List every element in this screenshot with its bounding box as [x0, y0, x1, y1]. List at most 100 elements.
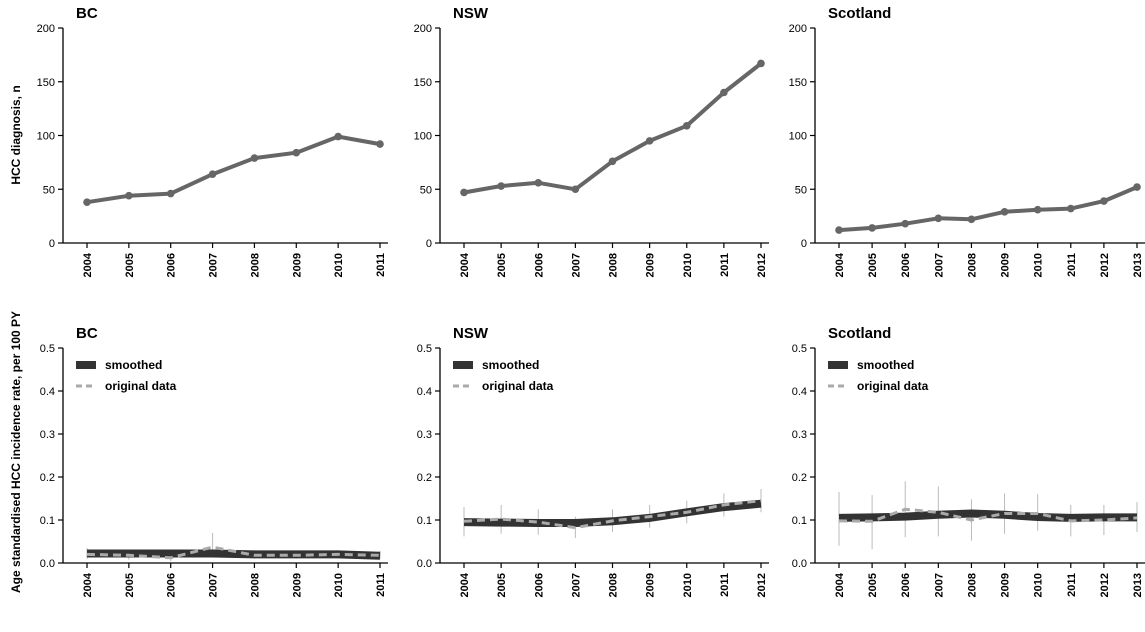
count-data-point — [835, 226, 843, 234]
panel-title: BC — [76, 5, 98, 22]
x-tick-label: 2012 — [756, 253, 768, 277]
count-data-point — [292, 148, 301, 157]
y-tick-label: 50 — [795, 184, 807, 196]
x-tick-label: 2013 — [1132, 573, 1144, 597]
x-tick-label: 2007 — [208, 573, 220, 597]
y-tick-label: 0.4 — [40, 386, 55, 398]
x-tick-label: 2006 — [900, 573, 912, 597]
y-tick-label: 0.5 — [792, 343, 807, 355]
legend-original-label: original data — [482, 379, 554, 393]
x-tick-label: 2009 — [1000, 253, 1012, 277]
legend-original-label: original data — [105, 379, 177, 393]
x-tick-label: 2011 — [719, 253, 731, 277]
chart-panel-6: 0.0 0.1 0.2 0.3 0.4 0.5 2004 2005 2006 2007 2008 20… — [792, 325, 1145, 597]
x-tick-label: 2007 — [933, 253, 945, 277]
panel-title: Scotland — [828, 325, 891, 342]
x-tick-label: 2004 — [459, 572, 471, 597]
chart-panel-5: 0.0 0.1 0.2 0.3 0.4 0.5 2004 2005 2006 2007 2008 20… — [417, 325, 769, 597]
y-axis-label-bottom: Age standardised HCC incidence rate, per… — [9, 311, 23, 593]
x-tick-label: 2009 — [291, 573, 303, 597]
x-tick-label: 2006 — [900, 253, 912, 277]
x-tick-label: 2004 — [834, 572, 846, 597]
count-data-point — [460, 188, 468, 197]
y-tick-label: 100 — [414, 131, 432, 143]
legend-smoothed-label: smoothed — [105, 358, 162, 372]
count-series-line — [837, 185, 1139, 233]
count-data-point — [720, 88, 728, 97]
count-data-point — [497, 182, 505, 190]
y-tick-label: 0.1 — [40, 515, 55, 527]
x-tick-label: 2008 — [608, 573, 620, 597]
legend: smoothed original data — [828, 358, 929, 393]
x-tick-label: 2010 — [682, 253, 694, 277]
count-data-point — [208, 170, 217, 178]
y-tick-label: 0.3 — [792, 429, 807, 441]
x-tick-label: 2011 — [1066, 253, 1078, 277]
y-tick-label: 0.0 — [40, 558, 55, 570]
x-tick-label: 2004 — [82, 252, 94, 277]
x-tick-label: 2006 — [533, 573, 545, 597]
y-tick-label: 0.5 — [417, 343, 432, 355]
count-data-point — [83, 198, 91, 206]
x-tick-label: 2008 — [608, 253, 620, 277]
legend: smoothed original data — [453, 358, 554, 393]
count-data-point — [608, 157, 617, 166]
x-tick-label: 2009 — [291, 253, 303, 277]
x-tick-label: 2005 — [124, 573, 136, 597]
legend-smoothed-label: smoothed — [482, 358, 539, 372]
y-tick-label: 0 — [801, 238, 807, 250]
x-tick-label: 2007 — [933, 573, 945, 597]
x-tick-label: 2007 — [570, 253, 582, 277]
y-tick-label: 0.0 — [417, 558, 432, 570]
count-data-point — [1133, 183, 1141, 191]
x-tick-label: 2008 — [966, 253, 978, 277]
count-data-point — [901, 219, 910, 228]
count-data-point — [571, 185, 580, 194]
smoothed-series-line — [838, 509, 1137, 522]
count-data-point — [868, 224, 876, 232]
count-data-point — [645, 137, 654, 145]
smoothed-series-line — [87, 549, 381, 560]
x-tick-label: 2011 — [1066, 573, 1078, 597]
legend-original-label: original data — [857, 379, 929, 393]
legend-smoothed-label: smoothed — [857, 358, 914, 372]
y-tick-label: 0.0 — [792, 558, 807, 570]
x-tick-label: 2005 — [124, 253, 136, 277]
y-tick-label: 0.3 — [417, 429, 432, 441]
panel-title: BC — [76, 325, 98, 342]
original-data-line — [86, 545, 381, 560]
legend: smoothed original data — [76, 358, 177, 393]
y-tick-label: 0 — [426, 238, 432, 250]
x-tick-label: 2005 — [867, 253, 879, 277]
x-tick-label: 2007 — [208, 253, 220, 277]
count-data-point — [534, 179, 543, 187]
x-tick-label: 2012 — [1099, 573, 1111, 597]
y-tick-label: 0.3 — [40, 429, 55, 441]
x-tick-label: 2009 — [1000, 573, 1012, 597]
x-tick-label: 2013 — [1132, 253, 1144, 277]
y-tick-label: 0.2 — [792, 472, 807, 484]
x-tick-label: 2006 — [166, 253, 178, 277]
y-tick-label: 200 — [789, 23, 807, 35]
x-tick-label: 2004 — [834, 252, 846, 277]
y-tick-label: 0 — [49, 238, 55, 250]
x-tick-label: 2011 — [375, 253, 387, 277]
count-series-line — [85, 134, 382, 205]
x-tick-label: 2008 — [966, 573, 978, 597]
x-tick-label: 2009 — [645, 253, 657, 277]
x-tick-label: 2004 — [82, 572, 94, 597]
y-tick-label: 0.5 — [40, 343, 55, 355]
y-tick-label: 150 — [789, 77, 807, 89]
x-tick-label: 2010 — [333, 573, 345, 597]
y-tick-label: 0.4 — [417, 386, 432, 398]
y-tick-label: 0.2 — [40, 472, 55, 484]
x-tick-label: 2005 — [867, 573, 879, 597]
chart-panel-4: 0.0 0.1 0.2 0.3 0.4 0.5 2004 2005 2006 2007 2008 20… — [40, 325, 388, 597]
x-tick-label: 2008 — [249, 573, 261, 597]
y-tick-label: 0.1 — [792, 515, 807, 527]
x-tick-label: 2006 — [533, 253, 545, 277]
panels: 0 50 100 150 200 2004 2005 2006 2007 2008 2009 2010… — [37, 5, 1145, 597]
count-data-point — [757, 59, 765, 68]
y-tick-label: 100 — [37, 131, 55, 143]
